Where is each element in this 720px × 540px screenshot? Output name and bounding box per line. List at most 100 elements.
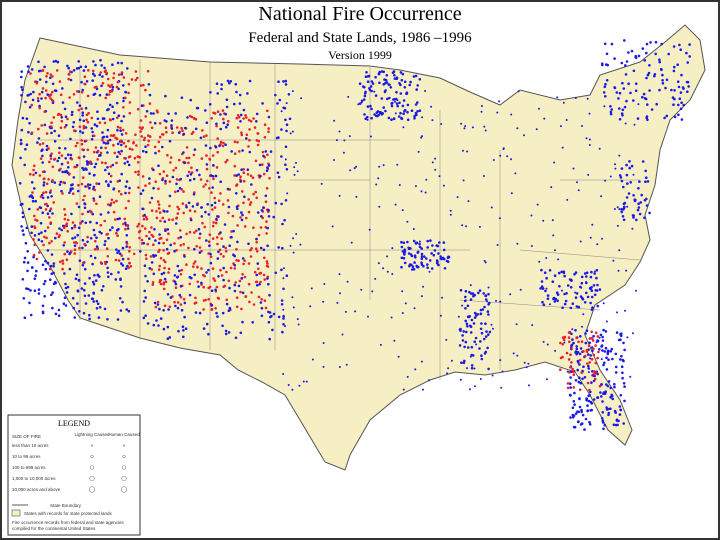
fire-dot	[62, 302, 66, 306]
fire-dot	[50, 293, 53, 297]
fire-dot	[166, 337, 170, 341]
fire-dot	[49, 97, 52, 100]
fire-dot	[414, 185, 417, 188]
fire-dot	[274, 201, 278, 205]
fire-dot	[225, 98, 229, 101]
fire-dot	[115, 137, 119, 140]
fire-dot	[145, 234, 148, 238]
fire-dot	[159, 236, 163, 240]
fire-dot	[449, 213, 452, 216]
fire-dot	[98, 154, 101, 157]
fire-dot	[45, 80, 48, 84]
fire-dot	[685, 51, 688, 55]
fire-dot	[618, 413, 622, 416]
fire-dot	[601, 400, 604, 403]
fire-dot	[158, 122, 162, 125]
fire-dot	[38, 174, 42, 177]
fire-dot	[396, 99, 399, 102]
fire-dot	[592, 347, 595, 351]
fire-dot	[580, 281, 584, 285]
fire-dot	[44, 259, 47, 263]
fire-dot	[71, 192, 75, 195]
fire-dot	[43, 295, 46, 298]
fire-dot	[28, 207, 31, 211]
fire-dot	[140, 127, 144, 131]
fire-dot	[268, 337, 272, 341]
fire-dot	[111, 163, 115, 167]
fire-dot	[384, 109, 387, 113]
fire-dot	[135, 144, 138, 147]
fire-dot	[540, 280, 544, 283]
fire-dot	[353, 167, 356, 170]
fire-dot	[428, 259, 432, 262]
fire-dot	[154, 180, 157, 183]
fire-dot	[233, 164, 237, 168]
fire-dot	[606, 349, 610, 353]
fire-dot	[569, 416, 572, 419]
fire-dot	[124, 185, 128, 188]
fire-dot	[482, 175, 485, 177]
fire-dot	[588, 423, 592, 426]
fire-dot	[400, 265, 403, 269]
fire-dot	[572, 167, 575, 170]
fire-dot	[46, 72, 49, 75]
fire-dot	[242, 168, 245, 171]
fire-dot	[35, 257, 39, 261]
fire-dot	[496, 244, 499, 246]
fire-dot	[377, 72, 381, 75]
fire-dot	[277, 246, 281, 249]
fire-dot	[586, 353, 590, 356]
fire-dot	[269, 150, 273, 153]
fire-dot	[192, 193, 196, 196]
fire-dot	[117, 114, 121, 117]
fire-dot	[402, 126, 405, 129]
fire-dot	[255, 196, 258, 200]
fire-dot	[71, 296, 75, 300]
fire-dot	[389, 86, 393, 89]
fire-dot	[182, 335, 185, 339]
fire-dot	[166, 293, 170, 296]
fire-dot	[581, 297, 585, 301]
fire-dot	[191, 265, 195, 268]
fire-dot	[374, 277, 377, 280]
fire-dot	[157, 140, 161, 144]
fire-dot	[433, 249, 437, 252]
fire-dot	[517, 90, 520, 93]
fire-dot	[123, 156, 126, 160]
fire-dot	[289, 244, 292, 247]
fire-dot	[622, 382, 626, 385]
fire-dot	[32, 168, 35, 172]
fire-dot	[563, 302, 567, 306]
fire-dot	[88, 172, 91, 175]
fire-dot	[420, 190, 423, 193]
fire-dot	[596, 283, 599, 287]
fire-dot	[86, 94, 90, 98]
fire-dot	[115, 116, 119, 120]
fire-dot	[197, 227, 201, 231]
fire-dot	[298, 384, 301, 387]
fire-dot	[672, 69, 676, 73]
fire-dot	[117, 249, 121, 253]
fire-dot	[213, 201, 217, 205]
fire-dot	[175, 178, 179, 181]
fire-dot	[59, 126, 63, 129]
fire-dot	[260, 215, 263, 218]
fire-dot	[350, 241, 353, 244]
fire-dot	[311, 358, 314, 361]
fire-dot	[646, 118, 649, 122]
fire-dot	[482, 337, 486, 341]
fire-dot	[31, 98, 35, 102]
fire-dot	[127, 199, 130, 203]
fire-dot	[393, 339, 396, 342]
fire-dot	[127, 91, 130, 95]
fire-dot	[187, 161, 190, 165]
fire-dot	[378, 205, 381, 208]
fire-dot	[144, 215, 148, 219]
fire-dot	[616, 206, 619, 209]
fire-dot	[178, 158, 181, 162]
fire-dot	[426, 266, 429, 270]
fire-dot	[85, 113, 89, 117]
fire-dot	[42, 181, 46, 184]
fire-dot	[398, 184, 401, 186]
